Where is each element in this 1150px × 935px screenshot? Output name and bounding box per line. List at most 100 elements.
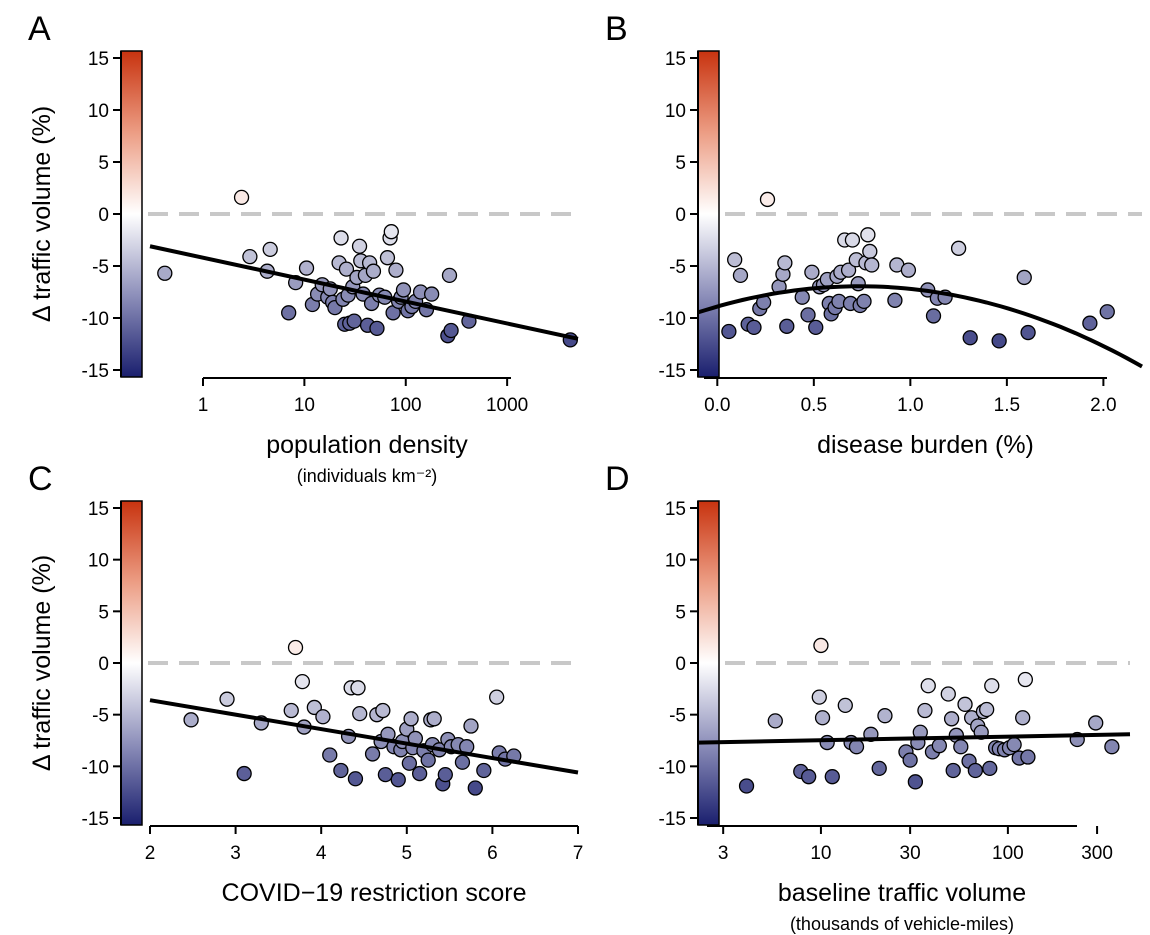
- data-point: [840, 262, 857, 278]
- data-point: [219, 691, 235, 707]
- data-point: [727, 252, 743, 268]
- x-tick-label: 4: [316, 843, 327, 864]
- y-tick-label: -5: [92, 257, 109, 278]
- data-point: [437, 766, 453, 783]
- data-point: [1020, 749, 1036, 765]
- x-tick-label: 100: [992, 843, 1024, 864]
- y-axis-label: Δ traffic volume (%): [28, 106, 56, 322]
- data-point: [411, 765, 428, 782]
- x-tick-label: 2: [145, 843, 156, 864]
- data-point: [940, 686, 956, 702]
- data-point: [1016, 269, 1032, 286]
- colorbar: [697, 50, 720, 378]
- data-point: [242, 248, 258, 265]
- data-point: [1088, 715, 1104, 731]
- data-point: [298, 260, 315, 276]
- data-point: [871, 760, 887, 777]
- fit-line: [149, 698, 579, 775]
- data-point: [287, 639, 304, 656]
- y-tick-label: 15: [665, 49, 686, 70]
- y-tick-label: -5: [669, 257, 686, 278]
- data-point: [979, 701, 995, 718]
- y-tick-label: 5: [98, 602, 109, 623]
- data-point: [443, 322, 459, 339]
- data-point: [779, 318, 795, 334]
- data-point: [322, 747, 338, 763]
- data-point: [777, 255, 793, 271]
- data-point: [395, 282, 412, 298]
- data-point: [877, 708, 893, 724]
- x-tick-label: 1000: [486, 395, 528, 416]
- data-point: [463, 718, 479, 734]
- x-tick-label: 7: [573, 843, 584, 864]
- data-point: [364, 746, 381, 762]
- y-tick-label: -10: [82, 757, 109, 778]
- y-tick-label: 10: [88, 101, 109, 122]
- y-tick-label: 15: [88, 49, 109, 70]
- y-tick-label: 5: [98, 153, 109, 174]
- data-point: [804, 264, 820, 280]
- data-point: [333, 230, 349, 246]
- y-axis-label: Δ traffic volume (%): [28, 555, 56, 771]
- x-tick-label: 300: [1081, 843, 1113, 864]
- data-point: [957, 696, 973, 712]
- data-point: [967, 762, 984, 779]
- data-point: [454, 754, 471, 770]
- data-point: [236, 765, 252, 782]
- panel-letter: C: [28, 460, 53, 498]
- data-point: [281, 305, 297, 321]
- y-tick-label: -15: [82, 809, 109, 830]
- data-point: [306, 699, 323, 716]
- data-point: [347, 771, 364, 787]
- data-point: [1020, 324, 1036, 341]
- data-point: [369, 320, 385, 337]
- data-point: [767, 713, 783, 729]
- data-point: [489, 689, 505, 705]
- panel-letter: B: [605, 10, 628, 48]
- data-point: [388, 262, 404, 278]
- data-point: [907, 774, 924, 790]
- data-point: [1099, 304, 1115, 320]
- data-point: [1017, 671, 1033, 688]
- data-point: [441, 267, 458, 284]
- data-point: [746, 319, 762, 336]
- x-tick-label: 0.5: [801, 395, 827, 416]
- data-point: [467, 780, 483, 796]
- data-point: [819, 734, 835, 751]
- x-axis-sublabel: (thousands of vehicle-miles): [790, 914, 1014, 934]
- data-point: [233, 189, 250, 206]
- data-point: [962, 330, 978, 346]
- data-point: [984, 678, 1000, 694]
- data-point: [813, 637, 829, 654]
- data-point: [917, 702, 933, 719]
- x-axis-label: baseline traffic volume: [778, 879, 1026, 907]
- data-point: [902, 752, 918, 768]
- data-point: [862, 243, 878, 260]
- data-point: [377, 766, 394, 783]
- data-point: [294, 673, 311, 690]
- x-tick-label: 1.0: [897, 395, 923, 416]
- x-tick-label: 1: [198, 395, 209, 416]
- y-tick-label: 0: [98, 654, 109, 675]
- data-point: [950, 240, 967, 256]
- data-point: [900, 262, 917, 278]
- y-tick-label: -15: [659, 809, 686, 830]
- data-point: [375, 702, 391, 719]
- y-tick-label: 10: [88, 551, 109, 572]
- y-tick-label: 10: [665, 551, 686, 572]
- fit-line: [149, 244, 579, 341]
- panel-B: B 15 10 5 0 -5 -10 -15 0.0 0.5 1.0 1.5 2.0 disease bu…: [605, 10, 1143, 459]
- data-point: [346, 313, 362, 329]
- y-tick-label: -15: [82, 361, 109, 382]
- y-tick-label: -10: [659, 309, 686, 330]
- fit-line: [697, 284, 1143, 369]
- data-point: [848, 739, 865, 755]
- data-point: [390, 772, 406, 788]
- data-point: [365, 263, 382, 279]
- colorbar: [120, 500, 143, 826]
- y-tick-label: -10: [82, 309, 109, 330]
- panel-D: D 15 10 5 0 -5 -10 -15 3 10 30 100 300 baseline traff…: [605, 460, 1131, 934]
- x-tick-label: 100: [390, 395, 422, 416]
- data-point: [850, 276, 866, 292]
